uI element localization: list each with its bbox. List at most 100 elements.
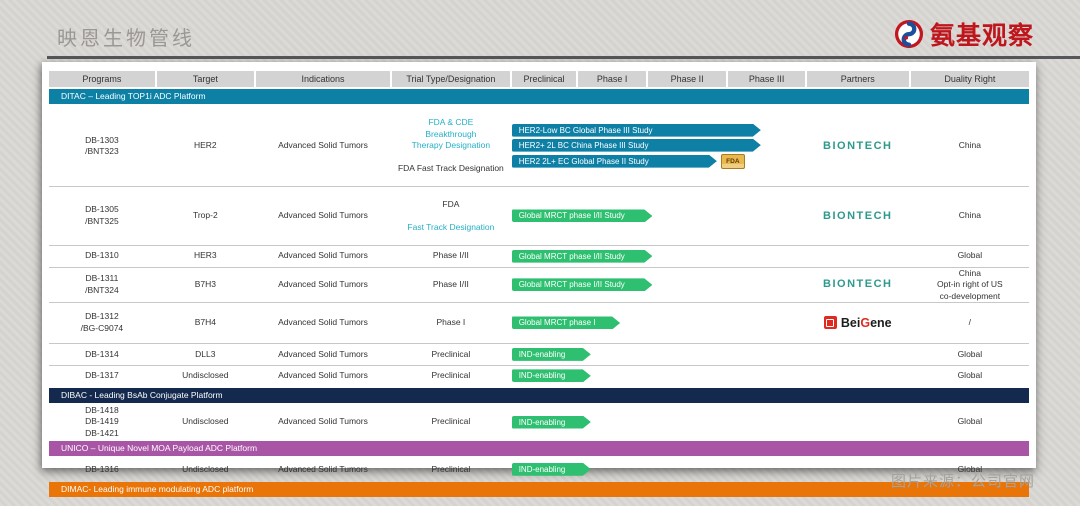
table-row: DB-1311 /BNT324 B7H3 Advanced Solid Tumo… bbox=[49, 267, 1029, 304]
phase-bars-cell: Global MRCT phase I/II Study bbox=[512, 248, 805, 265]
indication-cell: Advanced Solid Tumors bbox=[278, 416, 368, 427]
indication-cell: Advanced Solid Tumors bbox=[278, 140, 368, 151]
duality-right-cell: Global bbox=[957, 463, 983, 474]
duality-right-cell: Global bbox=[957, 348, 983, 359]
target-cell: Undisclosed bbox=[182, 416, 229, 427]
phase-bars-cell: IND-enabling bbox=[512, 461, 805, 478]
column-header-trial-type: Trial Type/Designation bbox=[392, 71, 510, 87]
header-divider bbox=[47, 56, 1080, 59]
phase-bar: HER2-Low BC Global Phase III Study bbox=[512, 124, 761, 137]
duality-right-cell: China bbox=[958, 140, 981, 151]
trial-cell: Phase I/II bbox=[432, 279, 469, 290]
table-row: DB-1310 HER3 Advanced Solid Tumors Phase… bbox=[49, 246, 1029, 268]
indication-cell: Advanced Solid Tumors bbox=[278, 463, 368, 474]
phase-bars-cell: HER2-Low BC Global Phase III Study HER2+… bbox=[512, 122, 805, 171]
program-cell: DB-1305 /BNT325 bbox=[85, 204, 119, 226]
phase-bars-cell: Global MRCT phase I/II Study bbox=[512, 276, 805, 293]
duality-right-cell: Global bbox=[957, 416, 983, 427]
page-title: 映恩生物管线 bbox=[57, 28, 195, 50]
table-row: DB-2304 BDCA2 SLE Systemic Lupus Erythem… bbox=[49, 499, 1029, 506]
trial-designation-highlight: Fast Track Designation bbox=[407, 221, 495, 232]
phase-bar: HER2+ 2L BC China Phase III Study bbox=[512, 139, 761, 152]
indication-cell: Advanced Solid Tumors bbox=[278, 370, 368, 381]
beigene-text: BeiGene bbox=[840, 315, 892, 330]
biontech-logo: BIONTECH bbox=[823, 139, 893, 152]
brand-swirl-icon bbox=[894, 19, 924, 49]
program-cell: DB-1317 bbox=[85, 370, 119, 381]
program-cell: DB-1310 bbox=[85, 250, 119, 261]
duality-right-cell: Global bbox=[957, 250, 983, 261]
target-cell: HER3 bbox=[193, 250, 217, 261]
phase-bar: IND-enabling bbox=[512, 348, 591, 361]
partner-cell: BeiGene bbox=[807, 303, 909, 343]
trial-designation-plain: FDA bbox=[442, 198, 460, 209]
section-header-dimac: DIMAC- Leading immune modulating ADC pla… bbox=[49, 482, 1029, 498]
trial-designation-highlight: FDA & CDE Breakthrough Therapy Designati… bbox=[411, 117, 491, 151]
trial-cell: Phase I bbox=[436, 317, 466, 328]
phase-bar: Global MRCT phase I/II Study bbox=[512, 278, 653, 291]
target-cell: B7H3 bbox=[194, 279, 216, 290]
phase-bars-cell: IND-enabling bbox=[512, 346, 805, 363]
phase-bar: Global MRCT phase I/II Study bbox=[512, 250, 653, 263]
trial-cell: Preclinical bbox=[431, 416, 471, 427]
section-header-unico: UNICO – Unique Novel MOA Payload ADC Pla… bbox=[49, 441, 1029, 457]
indication-cell: Advanced Solid Tumors bbox=[278, 348, 368, 359]
beigene-seal-icon bbox=[823, 316, 837, 330]
brand-name: 氨基观察 bbox=[929, 22, 1034, 50]
target-cell: Undisclosed bbox=[182, 463, 229, 474]
target-cell: Undisclosed bbox=[182, 370, 229, 381]
pipeline-card: Programs Target Indications Trial Type/D… bbox=[42, 62, 1036, 498]
indication-cell: Advanced Solid Tumors bbox=[278, 210, 368, 221]
program-cell: DB-1316 bbox=[85, 463, 119, 474]
biontech-logo: BIONTECH bbox=[823, 278, 893, 291]
phase-bar: IND-enabling bbox=[512, 463, 591, 476]
indication-cell: Advanced Solid Tumors bbox=[278, 250, 368, 261]
column-header-duality-right: Duality Right bbox=[910, 71, 1029, 87]
brand-logo: 氨基观察 bbox=[894, 16, 1034, 52]
column-header-phase2: Phase II bbox=[647, 71, 727, 87]
program-cell: DB-1311 /BNT324 bbox=[85, 273, 119, 295]
trial-cell: Preclinical bbox=[431, 463, 471, 474]
program-cell: DB-1314 bbox=[85, 348, 119, 359]
trial-cell: Phase I/II bbox=[432, 250, 469, 261]
phase-bar: Global MRCT phase I/II Study bbox=[512, 209, 653, 222]
program-cell: DB-1303 /BNT323 bbox=[85, 134, 119, 157]
trial-cell: FDA & CDE Breakthrough Therapy Designati… bbox=[392, 106, 510, 186]
duality-right-cell: / bbox=[968, 317, 972, 328]
section-header-dibac: DIBAC - Leading BsAb Conjugate Platform bbox=[49, 387, 1029, 403]
phase-bar: Global MRCT phase I bbox=[512, 316, 620, 329]
column-header-indications: Indications bbox=[255, 71, 391, 87]
phase-bar: IND-enabling bbox=[512, 416, 591, 429]
target-cell: Trop-2 bbox=[192, 210, 218, 221]
duality-right-cell: China Opt-in right of US co-development bbox=[937, 267, 1003, 301]
table-row: DB-1316 Undisclosed Advanced Solid Tumor… bbox=[49, 458, 1029, 480]
table-row: DB-1303 /BNT323 HER2 Advanced Solid Tumo… bbox=[49, 106, 1029, 188]
trial-cell: Preclinical bbox=[431, 348, 471, 359]
biontech-logo: BIONTECH bbox=[823, 209, 893, 222]
trial-designation-plain: FDA Fast Track Designation bbox=[397, 163, 504, 174]
partner-cell: BIONTECH bbox=[807, 209, 909, 224]
fda-badge: FDA bbox=[720, 153, 745, 169]
column-header-preclinical: Preclinical bbox=[511, 71, 577, 87]
indication-cell: SLE Systemic Lupus Erythematosus bbox=[256, 499, 390, 506]
partner-cell: BIONTECH bbox=[807, 277, 909, 292]
duality-right-cell: China bbox=[958, 210, 981, 221]
duality-right-cell: Global bbox=[957, 370, 983, 381]
beigene-logo: BeiGene bbox=[807, 315, 909, 332]
target-cell: DLL3 bbox=[195, 348, 216, 359]
column-header-programs: Programs bbox=[49, 71, 155, 87]
partner-cell: BIONTECH bbox=[807, 139, 909, 154]
phase-bars-cell: IND-enabling bbox=[512, 414, 805, 431]
trial-cell: Preclinical bbox=[431, 370, 471, 381]
phase-bar: IND-enabling bbox=[512, 369, 591, 382]
section-header-ditac: DITAC – Leading TOP1i ADC Platform bbox=[49, 89, 1029, 104]
table-row: DB-1305 /BNT325 Trop-2 Advanced Solid Tu… bbox=[49, 187, 1029, 246]
column-header-phase3: Phase III bbox=[728, 71, 805, 87]
column-header-phase1: Phase I bbox=[578, 71, 646, 87]
table-header-row: Programs Target Indications Trial Type/D… bbox=[49, 71, 1029, 87]
table-row: DB-1312 /BG-C9074 B7H4 Advanced Solid Tu… bbox=[49, 303, 1029, 344]
table-row: DB-1418 DB-1419 DB-1421 Undisclosed Adva… bbox=[49, 405, 1029, 439]
program-cell: DB-1312 /BG-C9074 bbox=[80, 311, 124, 333]
column-header-target: Target bbox=[156, 71, 254, 87]
program-cell: DB-1418 DB-1419 DB-1421 bbox=[85, 404, 119, 438]
